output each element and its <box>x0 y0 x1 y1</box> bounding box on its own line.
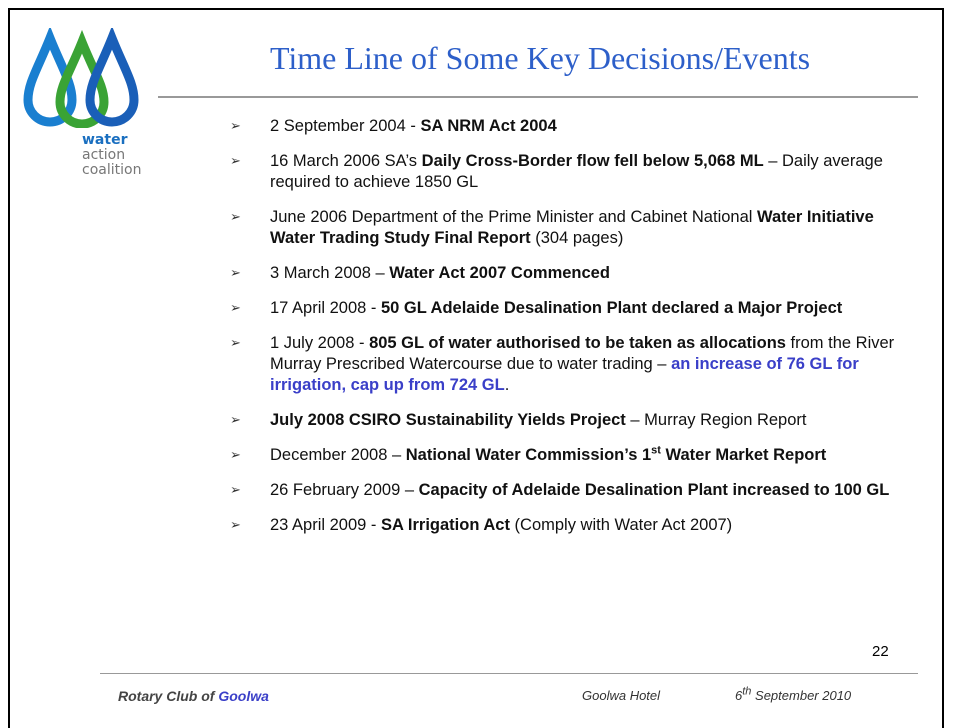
text-run: 1 July 2008 - <box>270 334 370 352</box>
text-run: June 2006 Department of the Prime Minist… <box>270 208 758 226</box>
text-run: September 2010 <box>751 688 852 703</box>
footer-center: Goolwa Hotel <box>582 688 661 703</box>
text-run: 6 <box>735 688 743 703</box>
text-run: SA Irrigation Act <box>381 516 510 534</box>
text-run: 16 March 2006 SA’s <box>270 152 422 170</box>
text-run: Capacity of Adelaide Desalination Plant … <box>418 481 890 499</box>
bullet-item: 3 March 2008 – Water Act 2007 Commenced <box>228 263 918 284</box>
logo-line: action <box>82 147 126 163</box>
bullet-item: June 2006 Department of the Prime Minist… <box>228 207 918 249</box>
logo-drops <box>23 28 139 128</box>
bullet-item: 2 September 2004 - SA NRM Act 2004 <box>228 116 918 137</box>
bullet-item: December 2008 – National Water Commissio… <box>228 445 918 466</box>
logo-text: water action coalition <box>82 133 141 178</box>
frame <box>8 8 944 728</box>
title-rule <box>158 96 918 98</box>
text-run: Rotary Club of <box>118 688 219 704</box>
text-run: SA NRM Act 2004 <box>420 117 557 135</box>
text-run: from the River Murray Prescribed Waterco… <box>270 334 895 373</box>
text-run: (Comply with Water Act 2007) <box>509 516 733 534</box>
text-run: an increase of 76 GL for irrigation, cap… <box>270 355 859 394</box>
text-run: 50 GL Adelaide Desalination Plant declar… <box>381 299 843 317</box>
bullet-item: 26 February 2009 – Capacity of Adelaide … <box>228 480 918 501</box>
bullet-list: 2 September 2004 - SA NRM Act 2004 16 Mar… <box>228 116 918 550</box>
text-run: 17 April 2008 - <box>270 299 381 317</box>
text-run: December 2008 – <box>270 446 406 464</box>
text-run: Daily Cross-Border flow fell below 5,068… <box>421 152 764 170</box>
text-run: – Daily average required to achieve 1850… <box>270 152 883 191</box>
text-run: 26 February 2009 – <box>270 481 419 499</box>
text-run: 23 April 2009 - <box>270 516 381 534</box>
text-run: (304 pages) <box>530 229 624 247</box>
text-run: Water Market Report <box>660 446 827 464</box>
text-run: . <box>504 376 510 394</box>
bullet-item: 17 April 2008 - 50 GL Adelaide Desalinat… <box>228 298 918 319</box>
text-run: – Murray Region Report <box>625 411 807 429</box>
footer-right: 6th September 2010 <box>735 685 852 703</box>
footer-left: Rotary Club of Goolwa <box>118 688 269 704</box>
text-run: Goolwa <box>218 688 269 704</box>
text-run: 805 GL of water authorised to be taken a… <box>369 334 786 352</box>
logo-line: water <box>82 132 128 148</box>
bullet-item: July 2008 CSIRO Sustainability Yields Pr… <box>228 410 918 431</box>
text-run: th <box>742 685 752 698</box>
page-number: 22 <box>872 643 889 660</box>
text-run: July 2008 CSIRO Sustainability Yields Pr… <box>270 411 626 429</box>
text-run: Water Initiative Water Trading Study Fin… <box>270 208 874 247</box>
text-run: st <box>651 444 661 457</box>
slide-title: Time Line of Some Key Decisions/Events <box>269 40 811 76</box>
logo-line: coalition <box>82 162 142 178</box>
text-run: 2 September 2004 - <box>270 117 421 135</box>
footer-rule <box>100 673 918 674</box>
text-run: Water Act 2007 Commenced <box>389 264 610 282</box>
bullet-item: 16 March 2006 SA’s Daily Cross-Border fl… <box>228 151 918 193</box>
bullet-item: 1 July 2008 - 805 GL of water authorised… <box>228 333 918 396</box>
text-run: National Water Commission’s 1 <box>405 446 652 464</box>
text-run: 3 March 2008 – <box>270 264 390 282</box>
bullet-item: 23 April 2009 - SA Irrigation Act (Compl… <box>228 515 918 536</box>
